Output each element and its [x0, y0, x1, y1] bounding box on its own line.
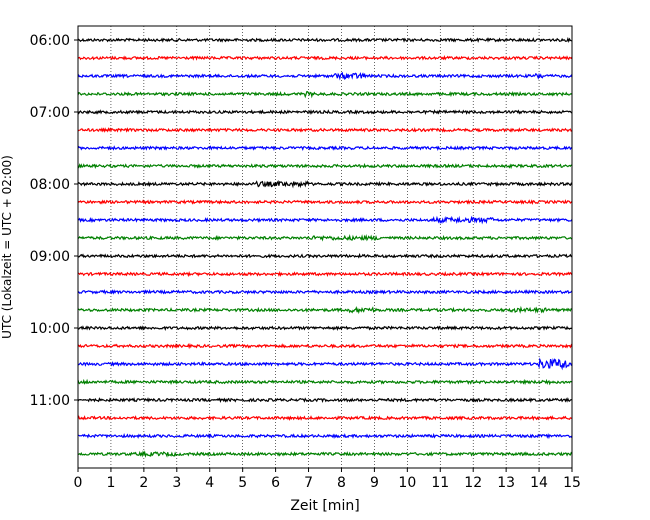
x-tick-label: 4 [205, 475, 214, 491]
trace-0715 [77, 126, 573, 133]
y-tick-label: 11:00 [30, 393, 70, 409]
x-tick-label: 5 [238, 475, 247, 491]
trace-0730 [77, 145, 573, 151]
trace-1145 [77, 450, 573, 458]
x-tick-label: 1 [106, 475, 115, 491]
trace-1000 [77, 325, 573, 332]
trace-1115 [77, 415, 573, 422]
x-tick-label: 10 [398, 475, 416, 491]
x-tick-label: 6 [271, 475, 280, 491]
y-tick-label: 10:00 [30, 321, 70, 337]
y-tick-label: 06:00 [30, 33, 70, 49]
x-grid [110, 26, 540, 468]
trace-0645 [77, 90, 573, 99]
trace-0945 [77, 305, 573, 315]
trace-0615 [77, 55, 573, 61]
x-tick-label: 7 [304, 475, 313, 491]
x-tick-label: 0 [74, 475, 83, 491]
trace-0915 [77, 270, 573, 278]
trace-0845 [77, 233, 573, 242]
trace-0630 [77, 71, 573, 81]
trace-1100 [77, 397, 573, 403]
trace-0930 [77, 289, 573, 295]
trace-0830 [77, 215, 573, 225]
x-tick-label: 13 [497, 475, 515, 491]
trace-0815 [77, 199, 573, 205]
trace-1045 [77, 378, 573, 386]
trace-0600 [77, 36, 573, 43]
x-tick-label: 11 [431, 475, 449, 491]
trace-0900 [77, 252, 573, 259]
x-axis: 0 1 2 3 4 5 6 7 8 9 10 11 12 13 14 15 [74, 468, 581, 491]
plot-frame [77, 25, 573, 469]
trace-0700 [77, 109, 573, 115]
x-axis-label: Zeit [min] [290, 498, 359, 514]
x-tick-label: 15 [563, 475, 581, 491]
x-tick-label: 12 [464, 475, 482, 491]
y-tick-label: 09:00 [30, 249, 70, 265]
trace-0745 [77, 162, 573, 170]
x-tick-label: 14 [530, 475, 548, 491]
y-axis-label: UTC (Lokalzeit = UTC + 02:00) [0, 155, 14, 339]
trace-0800 [77, 179, 573, 189]
trace-1130 [77, 432, 573, 440]
x-tick-label: 3 [172, 475, 181, 491]
x-tick-label: 2 [139, 475, 148, 491]
x-tick-label: 9 [370, 475, 379, 491]
x-tick-label: 8 [337, 475, 346, 491]
y-axis: 06:00 07:00 08:00 09:00 10:00 11:00 [30, 33, 78, 409]
traces [77, 36, 573, 458]
trace-1015 [77, 342, 573, 350]
trace-1030 [77, 357, 573, 371]
y-tick-label: 08:00 [30, 177, 70, 193]
y-tick-label: 07:00 [30, 105, 70, 121]
